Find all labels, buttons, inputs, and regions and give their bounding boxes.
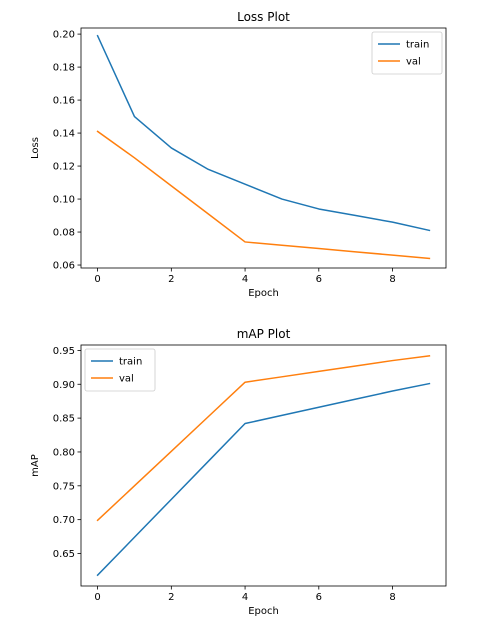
map-plot-x-tick-label: 0 xyxy=(94,592,100,603)
loss-plot-y-tick-label: 0.14 xyxy=(53,129,75,140)
loss-plot-x-tick-label: 8 xyxy=(389,274,395,285)
map-plot-x-axis-label: Epoch xyxy=(248,606,279,617)
map-plot: mAP Plot 0 2 4 6 8 0.65 0.70 0.75 0.80 0.85 0.90 0.9… xyxy=(30,327,447,617)
loss-plot-x-axis-label: Epoch xyxy=(248,288,279,299)
map-plot-x-tick-label: 8 xyxy=(389,592,395,603)
map-plot-title: mAP Plot xyxy=(237,327,291,341)
map-plot-legend-label-val: val xyxy=(119,374,134,385)
map-plot-y-tick-label: 0.70 xyxy=(53,515,75,526)
loss-plot-series-line-train xyxy=(96,34,431,232)
map-plot-series-line-train xyxy=(96,382,431,577)
map-plot-legend: train val xyxy=(84,348,156,392)
map-plot-x-tick-label: 4 xyxy=(242,592,248,603)
loss-plot-title: Loss Plot xyxy=(237,10,290,24)
loss-plot-x-tick-label: 6 xyxy=(316,274,322,285)
loss-plot-legend-label-val: val xyxy=(406,57,421,68)
loss-plot-y-tick-label: 0.06 xyxy=(53,261,75,272)
map-plot-y-tick-label: 0.85 xyxy=(53,414,75,425)
loss-plot-legend-box xyxy=(371,31,443,75)
loss-plot-x-tick-label: 2 xyxy=(168,274,174,285)
map-plot-y-tick-label: 0.80 xyxy=(53,447,75,458)
loss-plot-y-tick-label: 0.10 xyxy=(53,195,75,206)
map-plot-x-tick-label: 2 xyxy=(168,592,174,603)
loss-plot-y-tick-label: 0.18 xyxy=(53,63,75,74)
loss-plot-legend: train val xyxy=(371,31,443,75)
loss-plot-x-tick-label: 4 xyxy=(242,274,248,285)
loss-plot-y-tick-label: 0.16 xyxy=(53,96,75,107)
map-plot-y-tick-label: 0.95 xyxy=(53,346,75,357)
loss-plot-x-tick-label: 0 xyxy=(94,274,100,285)
map-plot-y-tick-label: 0.65 xyxy=(53,549,75,560)
map-plot-y-tick-label: 0.75 xyxy=(53,481,75,492)
map-plot-x-tick-label: 6 xyxy=(316,592,322,603)
map-plot-axes-frame xyxy=(80,344,447,587)
loss-plot-legend-label-train: train xyxy=(406,40,429,51)
map-plot-legend-label-train: train xyxy=(119,357,142,368)
map-plot-y-axis-label: mAP xyxy=(30,454,41,477)
map-plot-y-tick-label: 0.90 xyxy=(53,380,75,391)
loss-plot-series-line-val xyxy=(96,130,431,260)
loss-plot-axes-frame xyxy=(80,27,447,269)
loss-plot: Loss Plot 0 2 4 6 8 0.06 0.08 0.10 0.12 0.14 0.16 0.… xyxy=(30,10,447,299)
loss-plot-y-axis-label: Loss xyxy=(30,137,41,159)
loss-plot-y-tick-label: 0.12 xyxy=(53,162,75,173)
map-plot-legend-box xyxy=(84,348,156,392)
loss-plot-y-tick-label: 0.08 xyxy=(53,228,75,239)
map-plot-series-line-val xyxy=(96,354,431,522)
loss-plot-y-tick-label: 0.20 xyxy=(53,30,75,41)
